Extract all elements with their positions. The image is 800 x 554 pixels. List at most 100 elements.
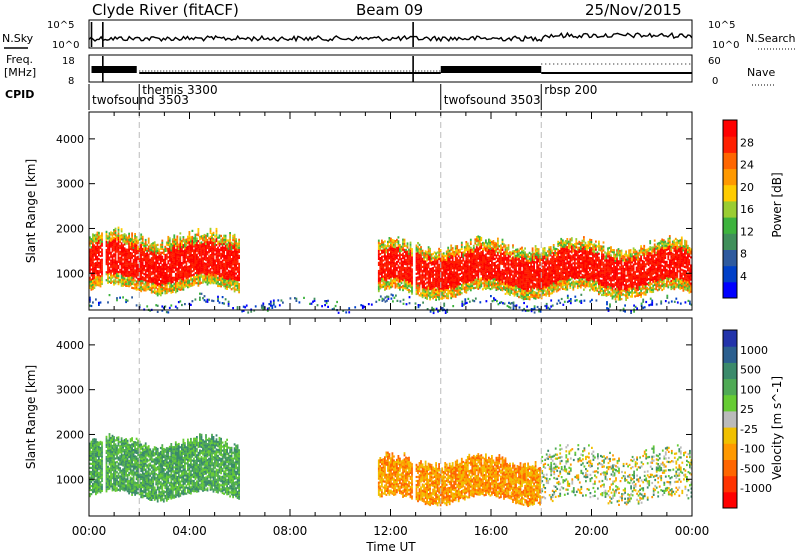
- range-gate-cell: [447, 289, 450, 292]
- range-gate-cell: [156, 284, 159, 287]
- range-gate-cell: [236, 244, 239, 247]
- range-gate-cell: [187, 272, 189, 275]
- range-gate-cell: [117, 276, 120, 280]
- range-gate-cell: [202, 269, 204, 272]
- range-gate-cell: [128, 275, 130, 278]
- range-gate-cell: [203, 254, 206, 257]
- range-gate-cell: [212, 280, 215, 283]
- range-gate-cell: [188, 233, 191, 236]
- range-gate-cell: [128, 242, 130, 245]
- range-gate-cell: [430, 253, 433, 256]
- range-gate-cell: [388, 275, 391, 278]
- range-gate-cell: [132, 254, 135, 258]
- range-gate-cell: [116, 238, 118, 241]
- range-gate-cell: [141, 253, 144, 257]
- range-gate-cell: [152, 250, 155, 253]
- range-gate-cell: [451, 281, 454, 284]
- range-gate-cell: [227, 241, 230, 244]
- range-gate-cell: [108, 232, 111, 235]
- range-gate-cell: [424, 296, 427, 299]
- range-gate-cell: [89, 268, 91, 271]
- range-gate-cell: [128, 260, 130, 264]
- range-gate-cell: [208, 245, 210, 248]
- range-gate-cell: [415, 292, 418, 296]
- range-gate-cell: [451, 279, 454, 282]
- range-gate-cell: [161, 245, 164, 248]
- range-gate-cell: [433, 269, 436, 272]
- range-gate-cell: [220, 279, 222, 282]
- range-gate-cell: [202, 249, 204, 252]
- range-gate-cell: [137, 278, 139, 281]
- range-gate-cell: [181, 264, 183, 267]
- range-gate-cell: [388, 241, 391, 244]
- range-gate-cell: [400, 271, 403, 275]
- range-gate-cell: [162, 272, 165, 276]
- range-gate-cell: [379, 253, 382, 256]
- range-gate-cell: [209, 235, 212, 239]
- range-gate-cell: [143, 273, 146, 276]
- range-gate-cell: [141, 243, 144, 246]
- range-gate-cell: [197, 248, 200, 251]
- range-gate-cell: [405, 269, 407, 272]
- range-gate-cell: [134, 255, 136, 258]
- range-gate-cell: [96, 265, 99, 269]
- range-gate-cell: [188, 261, 191, 264]
- range-gate-cell: [122, 254, 124, 257]
- range-gate-cell: [203, 244, 206, 247]
- range-gate-cell: [168, 287, 171, 290]
- range-gate-cell: [426, 285, 428, 288]
- range-gate-cell: [153, 285, 156, 288]
- range-gate-cell: [119, 240, 121, 243]
- range-gate-cell: [98, 270, 100, 273]
- range-gate-cell: [200, 251, 203, 254]
- range-gate-cell: [197, 258, 200, 261]
- range-gate-cell: [217, 262, 219, 265]
- range-gate-cell: [424, 288, 427, 291]
- range-gate-cell: [427, 258, 430, 261]
- range-gate-cell: [390, 272, 392, 275]
- range-gate-cell: [114, 274, 117, 277]
- range-gate-cell: [110, 239, 112, 242]
- range-gate-cell: [235, 282, 237, 285]
- range-gate-cell: [146, 286, 149, 289]
- range-gate-cell: [167, 270, 170, 273]
- range-gate-cell: [384, 280, 386, 283]
- range-gate-cell: [128, 238, 130, 241]
- range-gate-cell: [400, 275, 403, 279]
- range-gate-cell: [381, 255, 383, 258]
- range-gate-cell: [211, 243, 213, 246]
- range-gate-cell: [122, 270, 124, 273]
- range-gate-cell: [377, 249, 380, 252]
- range-gate-cell: [451, 287, 454, 290]
- range-gate-cell: [397, 248, 400, 251]
- range-gate-cell: [229, 274, 231, 277]
- range-gate-cell: [150, 279, 153, 282]
- range-gate-cell: [233, 233, 236, 236]
- range-gate-cell: [155, 264, 158, 267]
- range-gate-cell: [400, 277, 403, 281]
- range-gate-cell: [409, 245, 412, 248]
- range-gate-cell: [131, 240, 133, 243]
- range-gate-cell: [125, 264, 127, 267]
- range-gate-cell: [107, 263, 109, 266]
- range-gate-cell: [235, 262, 237, 265]
- range-gate-cell: [229, 276, 231, 279]
- range-gate-cell: [167, 276, 170, 279]
- range-gate-cell: [439, 259, 442, 262]
- range-gate-cell: [179, 284, 182, 287]
- range-gate-cell: [388, 263, 391, 266]
- range-gate-cell: [447, 262, 450, 265]
- range-gate-cell: [450, 252, 453, 255]
- range-gate-cell: [156, 261, 159, 265]
- range-gate-cell: [427, 272, 430, 275]
- range-gate-cell: [214, 281, 216, 284]
- range-gate-cell: [515, 267, 517, 270]
- range-gate-cell: [111, 276, 114, 279]
- range-gate-cell: [208, 273, 210, 276]
- range-gate-cell: [236, 276, 239, 279]
- range-gate-cell: [406, 280, 409, 283]
- range-gate-cell: [385, 283, 388, 286]
- range-gate-cell: [143, 287, 146, 290]
- range-gate-cell: [403, 240, 406, 243]
- range-gate-cell: [411, 284, 413, 287]
